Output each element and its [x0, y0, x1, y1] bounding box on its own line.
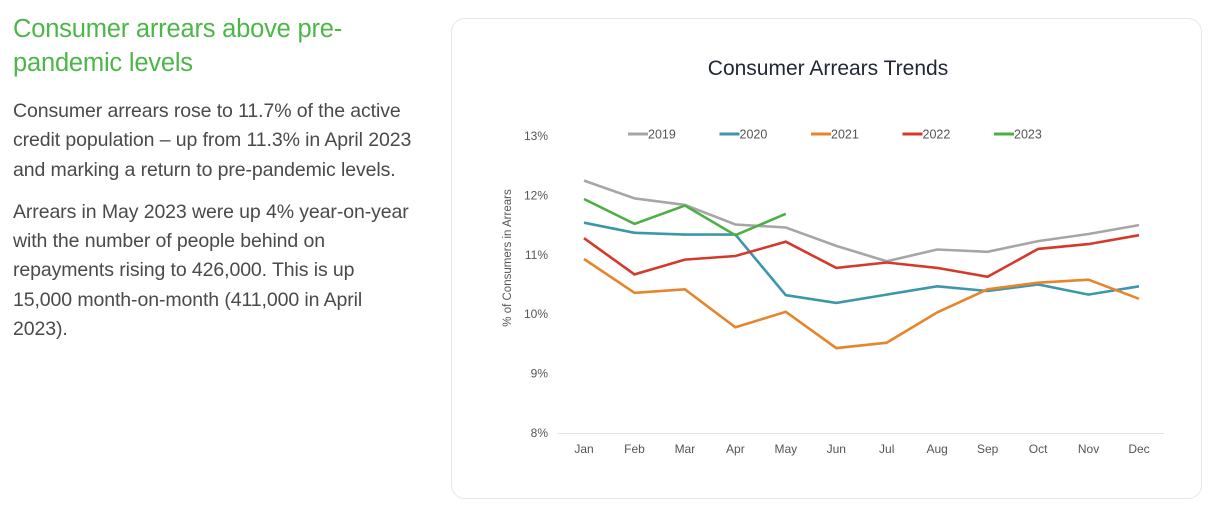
series-line-2023	[583, 197, 787, 237]
x-tick-label: Feb	[624, 442, 645, 456]
line-chart: Consumer Arrears Trends % of Consumers i…	[502, 57, 1164, 456]
x-tick-label: Mar	[675, 442, 696, 456]
legend-label: 2021	[831, 128, 859, 142]
y-tick-label: 13%	[524, 129, 548, 143]
series-line-2021	[583, 257, 1140, 350]
y-tick-label: 9%	[531, 367, 549, 381]
legend-label: 2023	[1014, 128, 1042, 142]
x-tick-label: May	[774, 442, 797, 456]
x-tick-label: Oct	[1029, 442, 1048, 456]
series-line-2020	[583, 221, 1140, 305]
article-panel: Consumer arrears above pre-pandemic leve…	[13, 12, 413, 357]
legend-item-2022: 2022	[902, 128, 951, 142]
chart-legend: 2019 2020 2021 2022 2023	[628, 128, 1042, 142]
series-line-2022	[583, 233, 1140, 279]
article-headline: Consumer arrears above pre-pandemic leve…	[13, 15, 343, 77]
x-tick-label: Sep	[977, 442, 999, 456]
article-paragraph-1: Consumer arrears rose to 11.7% of the ac…	[13, 100, 412, 181]
y-tick-label: 12%	[524, 188, 548, 202]
legend-item-2020: 2020	[719, 128, 768, 142]
x-tick-label: Nov	[1078, 442, 1099, 456]
y-axis-title: % of Consumers in Arrears	[502, 189, 514, 327]
legend-item-2023: 2023	[994, 128, 1042, 142]
series-line-2019	[583, 179, 1140, 263]
y-tick-label: 10%	[524, 307, 548, 321]
series-lines	[583, 179, 1140, 350]
article-paragraph-2: Arrears in May 2023 were up 4% year-on-y…	[13, 200, 409, 341]
y-tick-label: 8%	[531, 426, 549, 440]
x-axis: Jan Feb Mar Apr May Jun Jul Aug Sep Oct Nov Dec	[574, 442, 1149, 456]
chart-card: Consumer Arrears Trends % of Consumers i…	[451, 18, 1202, 499]
legend-label: 2022	[923, 128, 951, 142]
chart-title: Consumer Arrears Trends	[708, 57, 948, 80]
y-tick-label: 11%	[525, 248, 548, 262]
legend-label: 2019	[648, 128, 676, 142]
legend-label: 2020	[740, 128, 768, 142]
x-tick-label: Dec	[1128, 442, 1149, 456]
x-tick-label: Aug	[927, 442, 948, 456]
x-tick-label: Jan	[574, 442, 593, 456]
legend-item-2021: 2021	[811, 128, 859, 142]
legend-item-2019: 2019	[628, 128, 676, 142]
x-tick-label: Jul	[879, 442, 894, 456]
x-tick-label: Apr	[726, 442, 745, 456]
x-tick-label: Jun	[827, 442, 846, 456]
y-axis: 8% 9% 10% 11% 12% 13%	[524, 129, 548, 440]
